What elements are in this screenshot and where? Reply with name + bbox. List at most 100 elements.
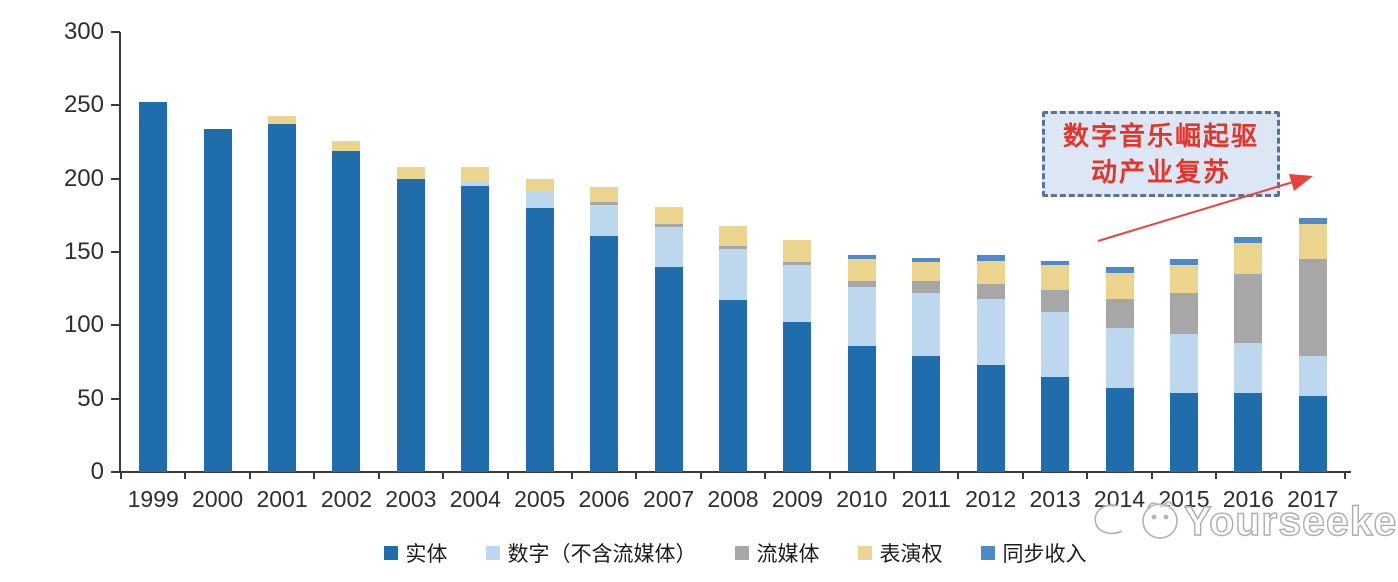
legend-swatch-icon	[857, 546, 872, 560]
x-axis-tick	[570, 472, 573, 479]
y-axis-line	[119, 32, 121, 473]
x-axis-tick	[1215, 472, 1218, 479]
y-axis-tick	[111, 397, 120, 400]
bar-segment-流媒体	[1234, 274, 1263, 343]
legend-item-数字（不含流媒体）: 数字（不含流媒体）	[485, 538, 697, 568]
annotation-text-line1: 数字音乐崛起驱	[1062, 121, 1259, 151]
bar-segment-表演权	[654, 206, 683, 225]
bar-segment-表演权	[1105, 272, 1134, 299]
bar-segment-流媒体	[1298, 259, 1327, 357]
bar-segment-同步收入	[1041, 260, 1070, 266]
x-axis-label-2007: 2007	[642, 486, 695, 512]
chart-legend: 实体 数字（不含流媒体） 流媒体 表演权 同步收入	[120, 538, 1350, 568]
bar-segment-表演权	[461, 166, 490, 182]
x-axis-label-2013: 2013	[1029, 486, 1081, 512]
y-axis-tick-label: 200	[63, 164, 104, 192]
bar-segment-数字（不含流媒体）	[461, 181, 490, 186]
x-axis-tick	[377, 472, 380, 479]
x-axis-tick	[764, 472, 767, 479]
bar-segment-数字（不含流媒体）	[847, 287, 876, 346]
bar-segment-实体	[912, 356, 941, 472]
bar-segment-实体	[1298, 395, 1327, 472]
x-axis-label-2002: 2002	[320, 486, 373, 512]
annotation-box: 数字音乐崛起驱 动产业复苏	[1042, 111, 1280, 197]
x-axis-tick	[442, 472, 445, 479]
bar-segment-实体	[783, 322, 812, 472]
bar-segment-实体	[332, 150, 361, 472]
bar-segment-实体	[654, 266, 683, 472]
bar-segment-实体	[203, 128, 232, 472]
bar-segment-流媒体	[912, 281, 941, 294]
arrow-head-icon	[1289, 174, 1313, 191]
y-axis-tick-label: 100	[63, 311, 104, 339]
legend-label: 同步收入	[1002, 543, 1087, 566]
bar-segment-表演权	[976, 260, 1005, 285]
bar-segment-流媒体	[718, 246, 747, 250]
x-axis-label-2015: 2015	[1158, 486, 1210, 512]
bar-segment-流媒体	[654, 224, 683, 228]
y-axis-tick-label: 250	[63, 91, 104, 119]
bar-segment-数字（不含流媒体）	[1298, 356, 1327, 396]
bar-segment-实体	[976, 364, 1005, 472]
bar-segment-表演权	[1041, 265, 1070, 291]
x-axis-tick	[893, 472, 896, 479]
bar-segment-实体	[718, 300, 747, 472]
bar-segment-同步收入	[1105, 266, 1134, 273]
bar-segment-流媒体	[1041, 290, 1070, 313]
y-axis-tick-label: 0	[90, 458, 104, 485]
x-axis-tick	[635, 472, 638, 479]
bar-segment-数字（不含流媒体）	[718, 249, 747, 301]
bar-segment-同步收入	[976, 254, 1005, 261]
bar-segment-流媒体	[783, 262, 812, 266]
x-axis-tick	[1021, 472, 1024, 479]
bar-segment-表演权	[268, 115, 297, 125]
y-axis-tick	[111, 104, 120, 107]
x-axis-label-2006: 2006	[578, 486, 630, 512]
x-axis-tick	[1343, 472, 1346, 479]
bar-segment-数字（不含流媒体）	[783, 265, 812, 323]
bar-segment-数字（不含流媒体）	[1169, 334, 1198, 393]
bar-segment-流媒体	[590, 202, 619, 206]
x-axis-label-2011: 2011	[901, 486, 951, 512]
bar-segment-流媒体	[976, 284, 1005, 299]
bar-segment-流媒体	[1105, 298, 1134, 329]
x-axis-tick	[248, 472, 251, 479]
legend-swatch-icon	[980, 546, 995, 560]
bar-segment-数字（不含流媒体）	[1234, 342, 1263, 393]
bar-segment-实体	[525, 208, 554, 472]
x-axis-tick	[699, 472, 702, 479]
x-axis-label-2001: 2001	[256, 486, 308, 512]
x-axis-tick	[1150, 472, 1153, 479]
bar-segment-表演权	[783, 240, 812, 263]
x-axis-label-2010: 2010	[836, 486, 888, 512]
y-axis-tick	[111, 31, 120, 33]
legend-item-同步收入: 同步收入	[980, 538, 1087, 568]
bar-segment-同步收入	[1234, 237, 1263, 244]
bar-segment-实体	[396, 178, 425, 472]
x-axis-label-2008: 2008	[707, 486, 759, 512]
x-axis-tick	[184, 472, 187, 479]
x-axis-label-2000: 2000	[192, 486, 244, 512]
bar-segment-实体	[1234, 392, 1263, 472]
x-axis-label-1999: 1999	[127, 486, 179, 512]
bar-segment-表演权	[525, 178, 554, 192]
y-axis-tick	[111, 324, 120, 327]
legend-item-流媒体: 流媒体	[734, 538, 820, 568]
legend-swatch-icon	[383, 546, 398, 560]
bar-segment-实体	[1041, 376, 1070, 472]
bar-segment-表演权	[396, 166, 425, 179]
bar-segment-表演权	[912, 262, 941, 282]
x-axis-tick	[313, 472, 316, 479]
x-axis-tick	[120, 472, 122, 479]
bar-segment-实体	[1169, 392, 1198, 472]
bar-segment-数字（不含流媒体）	[976, 298, 1005, 365]
x-axis-label-2009: 2009	[771, 486, 823, 512]
bar-segment-同步收入	[1169, 259, 1198, 266]
x-axis-label-2004: 2004	[449, 486, 501, 512]
bar-segment-实体	[847, 345, 876, 472]
bar-segment-实体	[268, 124, 297, 472]
x-axis-label-2016: 2016	[1222, 486, 1274, 512]
x-axis-tick	[957, 472, 960, 479]
bar-segment-表演权	[1169, 265, 1198, 294]
legend-label: 数字（不含流媒体）	[507, 543, 697, 566]
